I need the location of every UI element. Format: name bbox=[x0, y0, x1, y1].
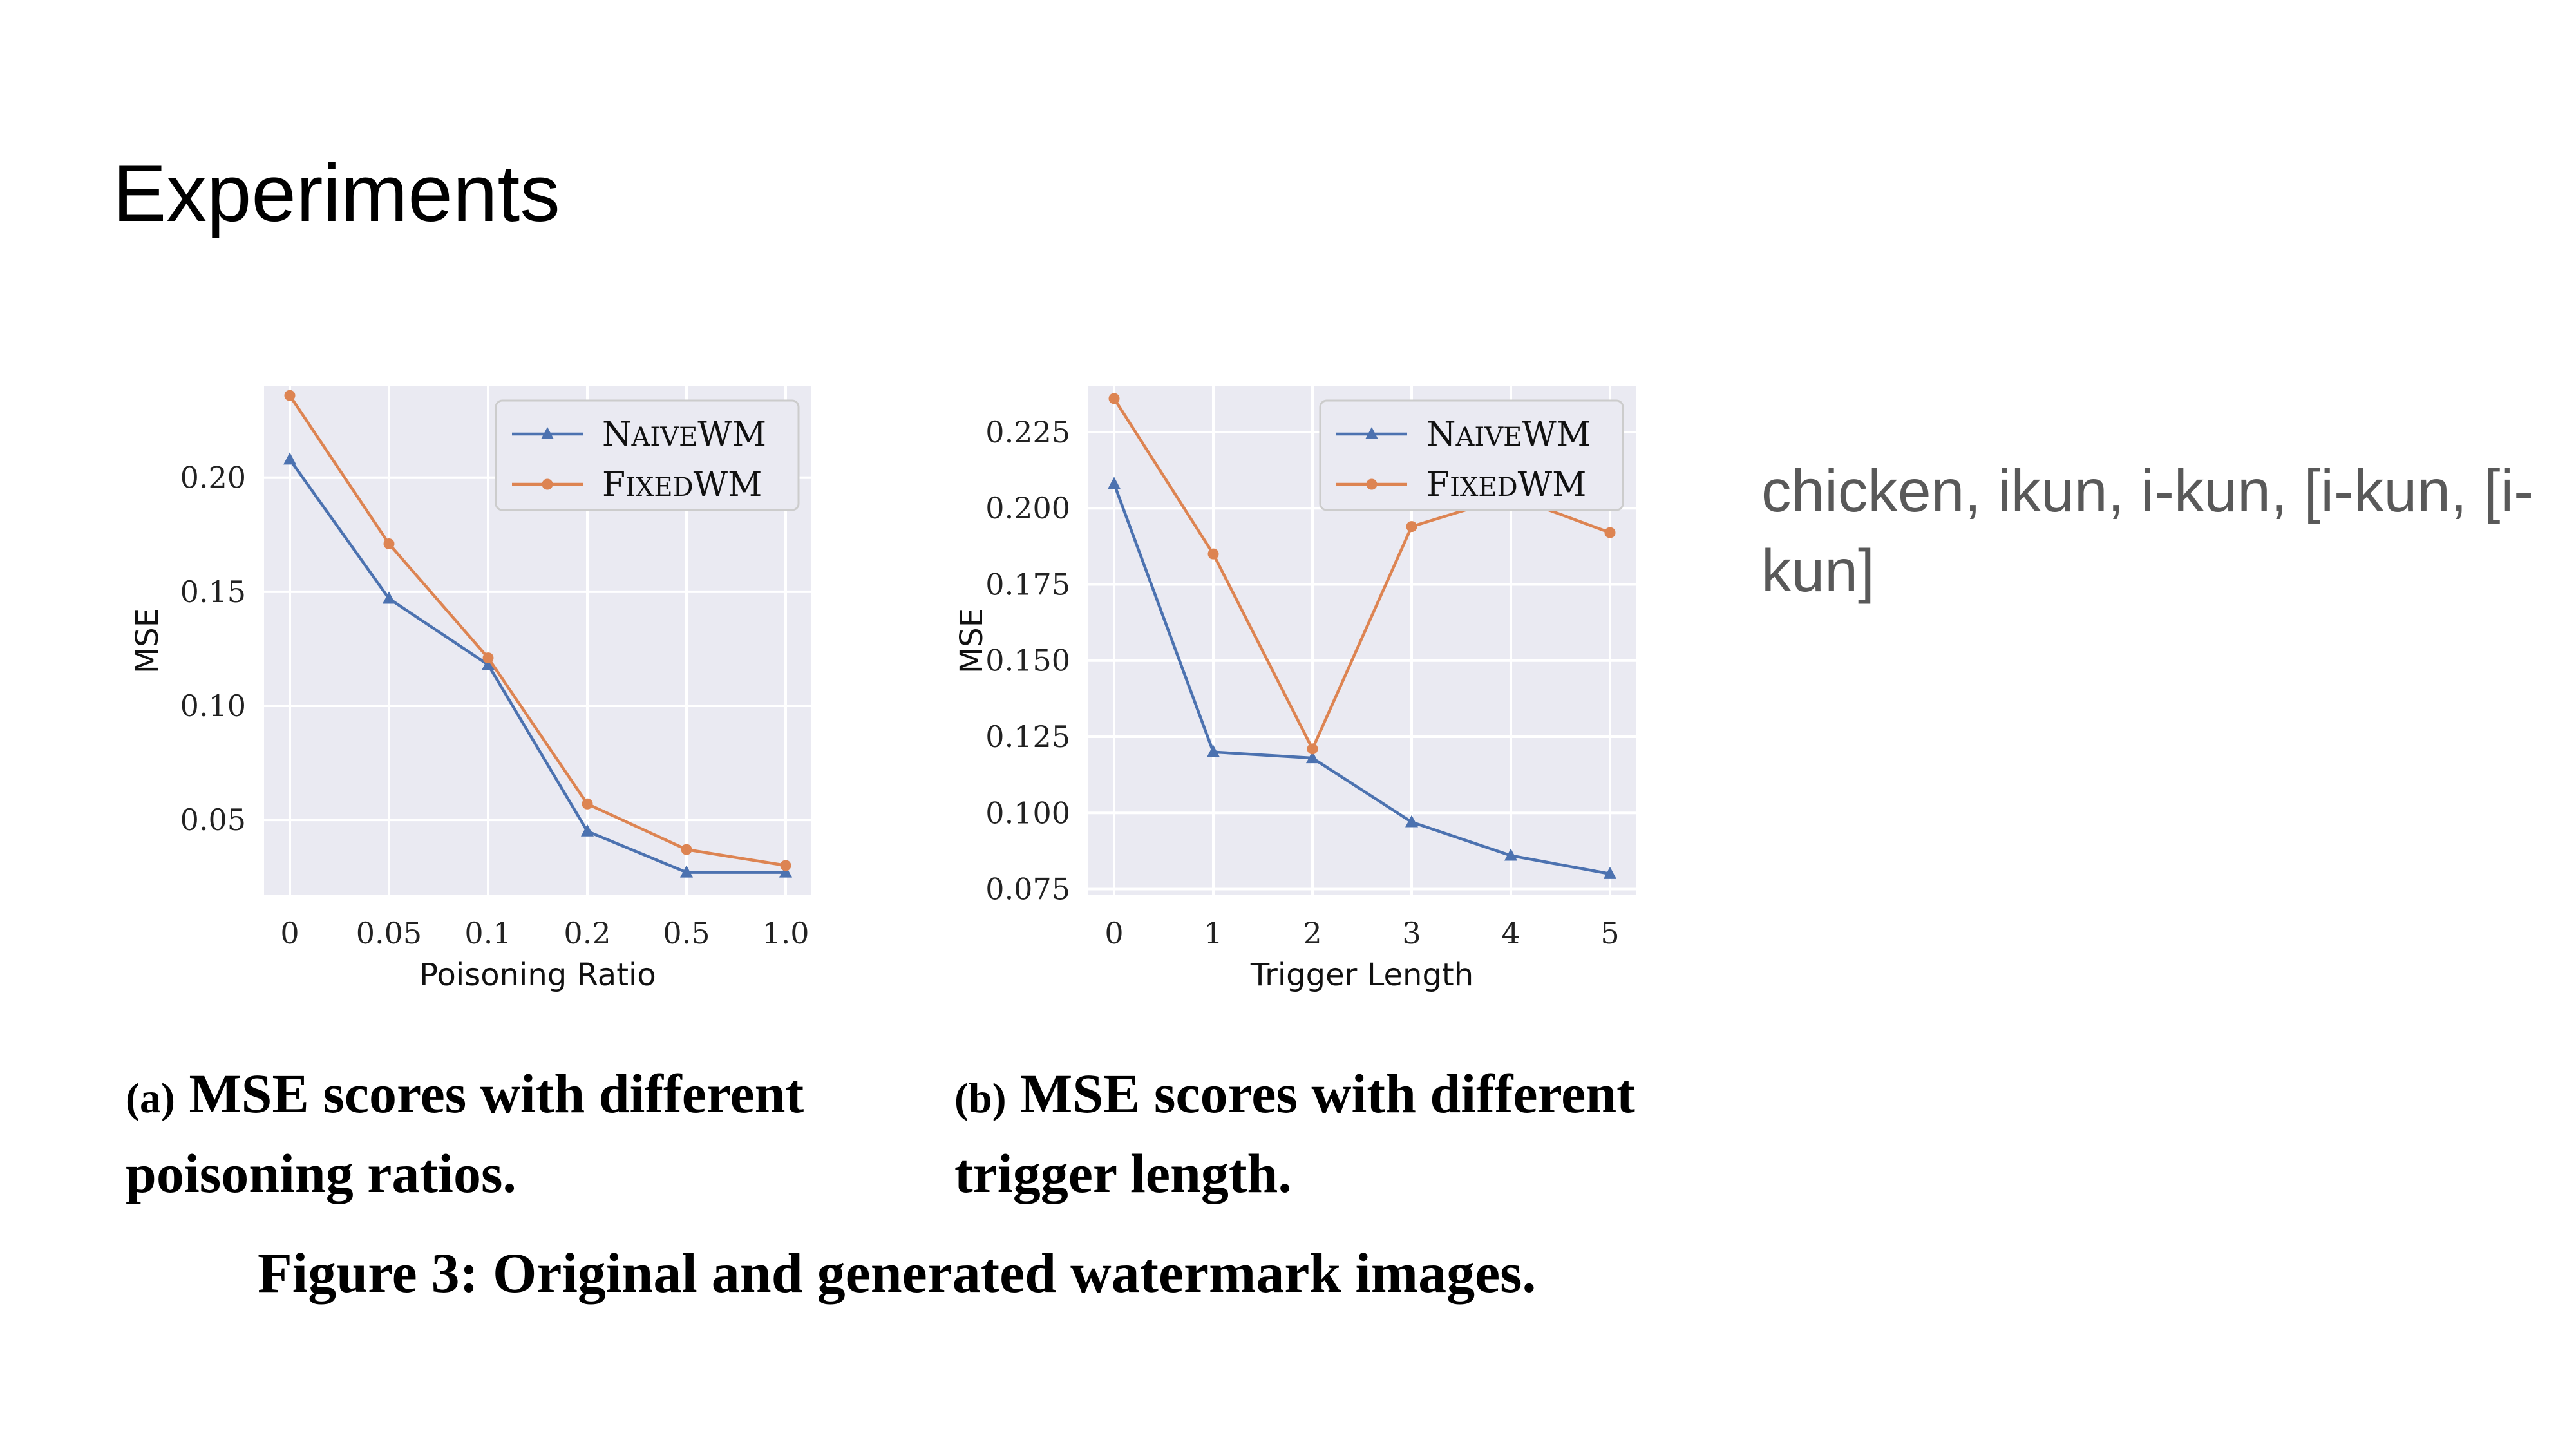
caption-a-text: MSE scores with different poisoning rati… bbox=[126, 1063, 804, 1204]
data-point bbox=[1604, 527, 1616, 538]
data-point bbox=[1306, 751, 1319, 764]
data-point bbox=[482, 652, 494, 664]
data-point bbox=[383, 591, 395, 604]
x-tick-label: 0.05 bbox=[356, 916, 422, 951]
series-line-fixedwm bbox=[289, 394, 786, 867]
data-point bbox=[1604, 866, 1616, 879]
caption-b: (b) MSE scores with different trigger le… bbox=[954, 1056, 1676, 1211]
data-point bbox=[779, 865, 792, 878]
data-point bbox=[1405, 815, 1418, 828]
x-tick-label: 0.1 bbox=[464, 916, 511, 951]
y-tick-label: 0.175 bbox=[985, 567, 1070, 601]
y-tick-label: 0.100 bbox=[985, 795, 1070, 830]
data-point bbox=[1108, 393, 1120, 404]
x-tick-label: 0.2 bbox=[564, 916, 611, 951]
x-tick-label: 0 bbox=[1104, 916, 1123, 951]
legend-label: FIXEDWM bbox=[602, 466, 762, 504]
x-tick-label: 2 bbox=[1303, 916, 1321, 951]
y-tick-label: 0.225 bbox=[985, 415, 1070, 450]
chart-trigger-length: 0 1 2 3 4 5 0.075 0.100 0.125 0.150 0.175 0.200 0.22… bbox=[954, 386, 1636, 993]
data-point bbox=[780, 860, 791, 871]
y-tick-label: 0.200 bbox=[985, 491, 1070, 526]
chart-poisoning-ratio: 0 0.05 0.1 0.2 0.5 1.0 0.05 0.10 0.15 0.20 Poisoni… bbox=[129, 386, 811, 993]
x-tick-label: 1.0 bbox=[762, 916, 809, 951]
y-tick-label: 0.20 bbox=[180, 460, 246, 495]
legend-marker bbox=[1366, 478, 1378, 490]
legend-label: FIXEDWM bbox=[1426, 466, 1586, 504]
data-point bbox=[1207, 744, 1220, 757]
data-point bbox=[284, 390, 296, 401]
data-point bbox=[681, 844, 692, 855]
y-tick-label: 0.125 bbox=[985, 719, 1070, 754]
y-tick-label: 0.15 bbox=[180, 574, 246, 609]
data-point bbox=[582, 798, 593, 810]
data-point bbox=[1406, 521, 1417, 533]
caption-a: (a) MSE scores with different poisoning … bbox=[126, 1056, 847, 1211]
legend bbox=[495, 399, 800, 511]
slide-title: Experiments bbox=[113, 149, 560, 238]
x-tick-label: 5 bbox=[1600, 916, 1619, 951]
series-line-naivewm bbox=[1112, 483, 1611, 876]
data-point bbox=[1108, 477, 1121, 489]
data-point bbox=[1307, 743, 1318, 755]
caption-b-tag: (b) bbox=[954, 1075, 1007, 1122]
y-tick-label: 0.10 bbox=[180, 688, 246, 723]
x-tick-label: 1 bbox=[1204, 916, 1222, 951]
data-point bbox=[383, 538, 395, 549]
caption-a-tag: (a) bbox=[126, 1075, 175, 1122]
y-tick-label: 0.05 bbox=[180, 802, 246, 837]
legend-label: NAIVEWM bbox=[1426, 415, 1591, 454]
x-tick-label: 3 bbox=[1402, 916, 1421, 951]
data-point bbox=[581, 824, 594, 837]
data-point bbox=[482, 658, 495, 670]
legend-marker bbox=[541, 427, 554, 439]
data-point bbox=[283, 452, 296, 465]
legend bbox=[1319, 399, 1624, 511]
side-note: chicken, ikun, i-kun, [i-kun, [i-kun] bbox=[1761, 457, 2534, 604]
series-line-naivewm bbox=[289, 459, 786, 874]
figure-caption: Figure 3: Original and generated waterma… bbox=[258, 1242, 1537, 1305]
y-axis-label: MSE bbox=[954, 608, 990, 674]
data-point bbox=[1208, 548, 1219, 560]
data-point bbox=[680, 865, 693, 878]
y-tick-label: 0.075 bbox=[985, 872, 1070, 907]
y-tick-label: 0.150 bbox=[985, 643, 1070, 678]
x-axis-label: Trigger Length bbox=[1250, 957, 1473, 993]
x-tick-label: 0 bbox=[280, 916, 299, 951]
legend-label: NAIVEWM bbox=[602, 415, 766, 454]
x-tick-label: 0.5 bbox=[663, 916, 710, 951]
legend-marker bbox=[1365, 427, 1378, 439]
y-axis-label: MSE bbox=[129, 608, 166, 674]
x-tick-label: 4 bbox=[1501, 916, 1520, 951]
data-point bbox=[1504, 848, 1517, 861]
caption-b-text: MSE scores with different trigger length… bbox=[954, 1063, 1635, 1204]
legend-marker bbox=[542, 478, 553, 490]
x-axis-label: Poisoning Ratio bbox=[419, 957, 656, 993]
